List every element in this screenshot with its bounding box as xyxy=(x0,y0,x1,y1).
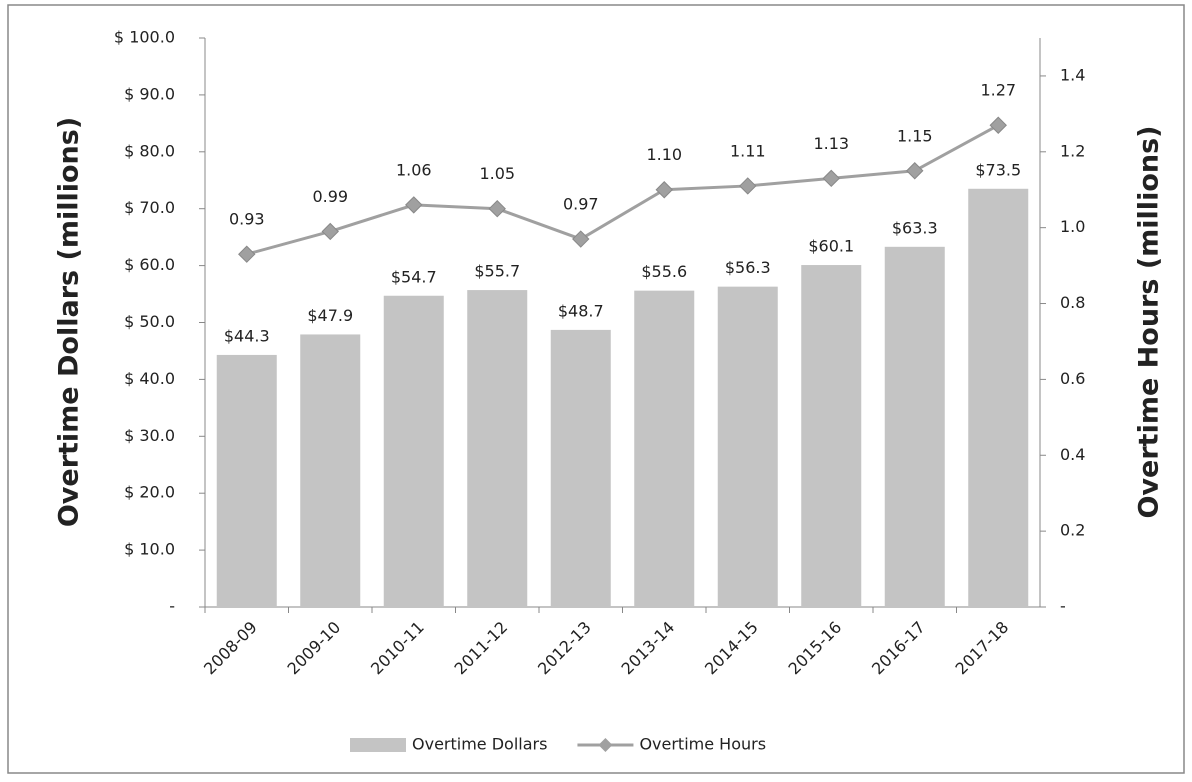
bar xyxy=(300,334,361,607)
bar-value-label: $55.6 xyxy=(641,262,687,281)
line-value-label: 0.97 xyxy=(563,195,599,214)
y2-tick-label: 1.0 xyxy=(1060,217,1085,236)
line-marker xyxy=(321,222,339,241)
bar-value-label: $47.9 xyxy=(307,306,353,325)
bar-value-label: $48.7 xyxy=(558,301,604,320)
line-value-label: 1.13 xyxy=(813,134,849,153)
bar xyxy=(801,265,862,607)
bar xyxy=(216,354,277,607)
bar xyxy=(968,188,1029,607)
bar-value-label: $73.5 xyxy=(975,160,1021,179)
line-marker xyxy=(238,245,256,263)
line-marker xyxy=(405,196,423,214)
line-value-label: 1.27 xyxy=(980,81,1016,100)
line-value-label: 0.93 xyxy=(229,210,265,229)
line-value-label: 0.99 xyxy=(312,187,348,206)
line-marker xyxy=(906,162,924,180)
y2-tick-label: 0.6 xyxy=(1060,369,1085,388)
y2-tick-label: - xyxy=(1060,597,1066,616)
line-value-label: 1.06 xyxy=(396,160,432,179)
y-tick-label: $ 50.0 xyxy=(124,312,175,331)
line-marker xyxy=(488,199,506,218)
line-value-label: 1.11 xyxy=(730,141,766,160)
y-tick-label: $ 60.0 xyxy=(124,255,175,274)
bar-value-label: $54.7 xyxy=(391,267,437,286)
y-tick-label: $ 100.0 xyxy=(114,28,175,47)
y2-tick-label: 1.4 xyxy=(1060,65,1085,84)
bar xyxy=(383,295,444,607)
bar xyxy=(467,290,528,607)
line-marker xyxy=(655,181,673,199)
legend-swatch xyxy=(350,738,406,752)
line-marker xyxy=(572,230,590,248)
y2-tick-label: 1.2 xyxy=(1060,141,1085,160)
bar-value-label: $44.3 xyxy=(224,326,270,345)
bar xyxy=(550,329,611,607)
bar xyxy=(717,286,778,607)
y-tick-label: $ 10.0 xyxy=(124,540,175,559)
bar-value-label: $55.7 xyxy=(474,262,520,281)
y-tick-label: - xyxy=(169,597,175,616)
line-marker xyxy=(739,177,757,195)
y-tick-label: $ 70.0 xyxy=(124,198,175,217)
bar xyxy=(884,246,945,607)
bar-value-label: $63.3 xyxy=(892,218,938,237)
line-marker xyxy=(989,116,1007,134)
bar-value-label: $56.3 xyxy=(725,258,771,277)
y2-tick-label: 0.2 xyxy=(1060,521,1085,540)
line-value-label: 1.10 xyxy=(646,145,682,164)
legend-marker xyxy=(598,738,613,752)
y-tick-label: $ 20.0 xyxy=(124,483,175,502)
y-tick-label: $ 80.0 xyxy=(124,141,175,160)
y-tick-label: $ 90.0 xyxy=(124,84,175,103)
y2-tick-label: 0.8 xyxy=(1060,293,1085,312)
line-value-label: 1.05 xyxy=(479,164,515,183)
line-value-label: 1.15 xyxy=(897,126,933,145)
y-tick-label: $ 40.0 xyxy=(124,369,175,388)
line-marker xyxy=(822,169,840,188)
bar-value-label: $60.1 xyxy=(808,237,854,256)
y2-tick-label: 0.4 xyxy=(1060,445,1085,464)
y2-axis-title: Overtime Hours (millions) xyxy=(1134,125,1165,518)
legend-label: Overtime Dollars xyxy=(412,735,547,754)
y-axis-title: Overtime Dollars (millions) xyxy=(54,117,85,527)
y-tick-label: $ 30.0 xyxy=(124,426,175,445)
legend-label: Overtime Hours xyxy=(639,735,766,754)
line xyxy=(246,123,999,256)
bar xyxy=(634,290,695,607)
